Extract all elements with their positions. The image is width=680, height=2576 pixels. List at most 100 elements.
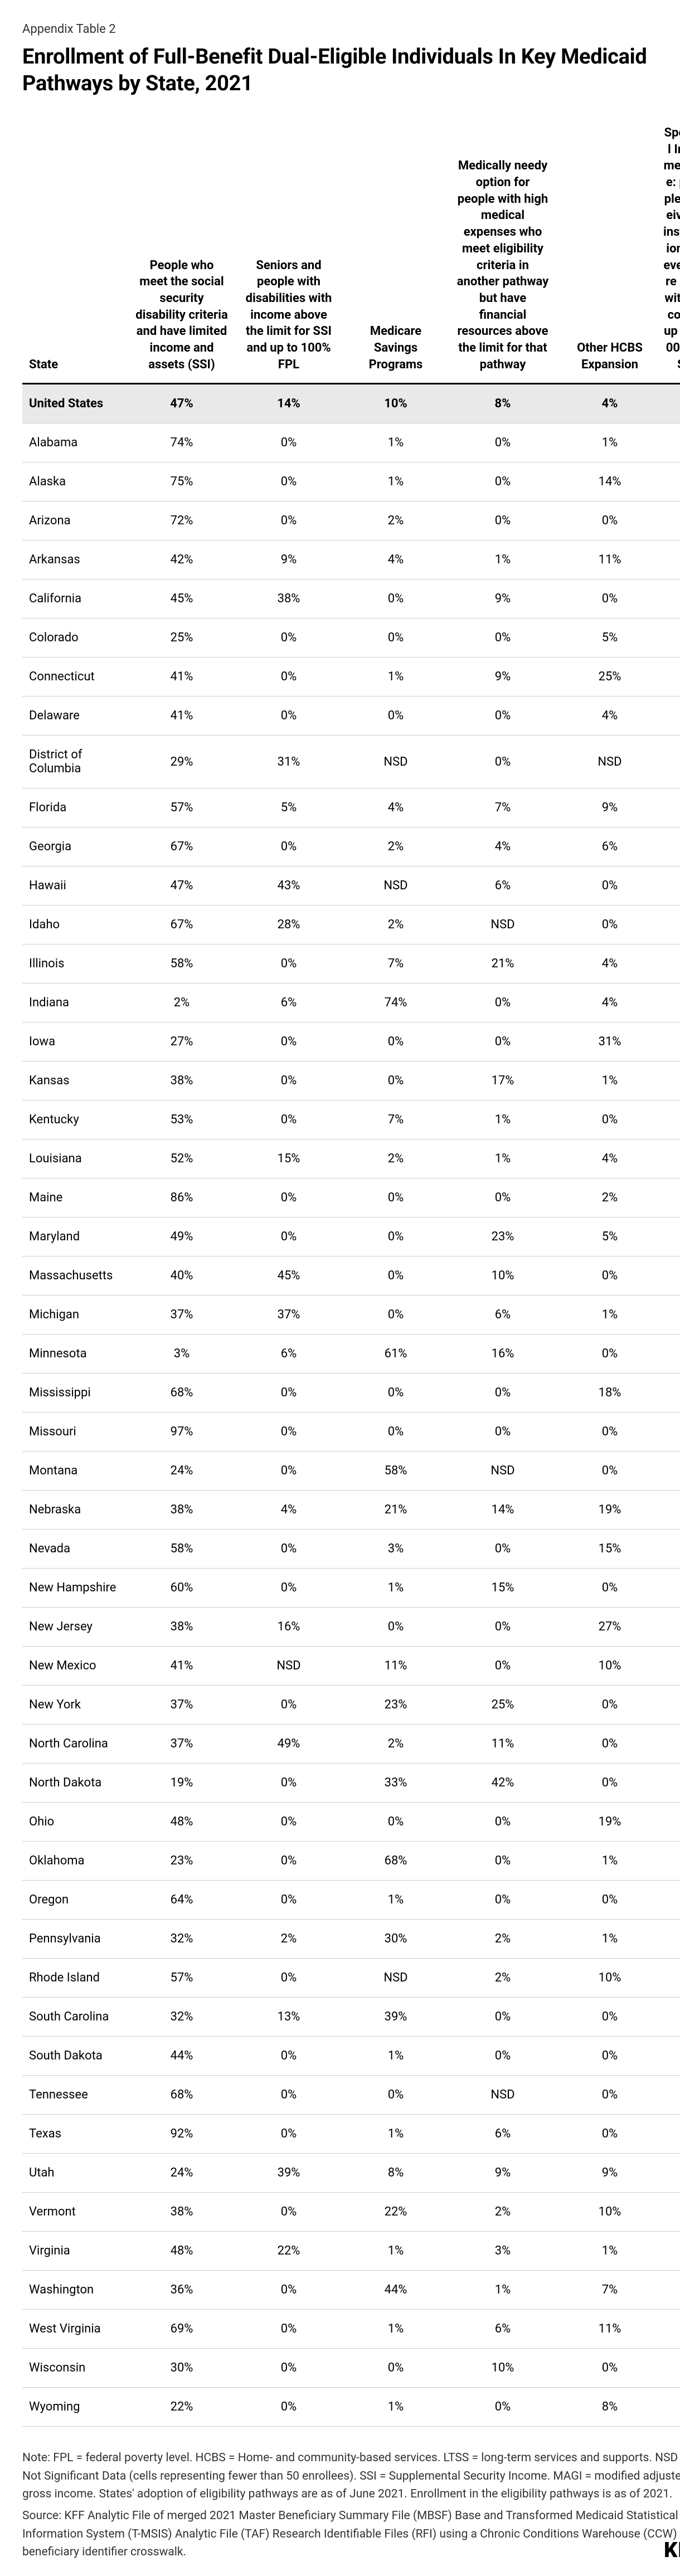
cell: 0% <box>235 423 342 462</box>
cell: 0% <box>235 1686 342 1725</box>
cell: 1% <box>342 2388 449 2427</box>
cell: 0% <box>235 1452 342 1491</box>
cell: 57% <box>128 788 235 827</box>
cell: 48% <box>128 1803 235 1842</box>
cell: 1% <box>556 1920 663 1959</box>
table-row: North Dakota19%0%33%42%0% <box>22 1764 680 1803</box>
cell: 11% <box>342 1647 449 1686</box>
cell: 1% <box>342 462 449 501</box>
cell: 0% <box>556 905 663 944</box>
cell: 1% <box>556 1842 663 1881</box>
cell: Alabama <box>22 423 128 462</box>
cell: 0% <box>449 501 556 540</box>
cell: 58% <box>128 1530 235 1569</box>
cell: 3% <box>342 1530 449 1569</box>
cell <box>663 1998 680 2037</box>
cell: Arkansas <box>22 540 128 580</box>
cell <box>663 1686 680 1725</box>
cell: 0% <box>449 1608 556 1647</box>
table-row: Idaho67%28%2%NSD0% <box>22 905 680 944</box>
table-row: Missouri97%0%0%0%0% <box>22 1413 680 1452</box>
cell: 6% <box>449 866 556 905</box>
cell: 0% <box>556 1686 663 1725</box>
table-row: Washington36%0%44%1%7% <box>22 2271 680 2310</box>
cell: District of Columbia <box>22 736 128 788</box>
cell: 0% <box>449 983 556 1022</box>
cell: 0% <box>449 1842 556 1881</box>
cell <box>663 1452 680 1491</box>
kff-logo: KFF <box>664 2538 680 2563</box>
cell: 75% <box>128 462 235 501</box>
cell: 86% <box>128 1179 235 1218</box>
cell: 25% <box>556 658 663 697</box>
cell: 0% <box>556 2115 663 2154</box>
cell <box>663 1296 680 1335</box>
cell: 21% <box>342 1491 449 1530</box>
table-row: California45%38%0%9%0% <box>22 580 680 619</box>
table-row: Vermont38%0%22%2%10% <box>22 2193 680 2232</box>
cell: 0% <box>556 1725 663 1764</box>
table-row: Illinois58%0%7%21%4% <box>22 944 680 983</box>
cell: 10% <box>342 384 449 423</box>
cell: NSD <box>235 1647 342 1686</box>
cell <box>663 1374 680 1413</box>
cell: 0% <box>342 1413 449 1452</box>
cell: 0% <box>235 1100 342 1140</box>
cell: Wisconsin <box>22 2349 128 2388</box>
cell: United States <box>22 384 128 423</box>
cell: 19% <box>128 1764 235 1803</box>
cell <box>663 944 680 983</box>
table-body: United States47%14%10%8%4%Alabama74%0%1%… <box>22 384 680 2427</box>
cell: 1% <box>342 658 449 697</box>
source-text: Source: KFF Analytic File of merged 2021… <box>22 2507 680 2562</box>
cell: 10% <box>449 1257 556 1296</box>
cell: 0% <box>235 944 342 983</box>
cell: 2% <box>449 2193 556 2232</box>
cell <box>663 1413 680 1452</box>
cell <box>663 2037 680 2076</box>
cell: 7% <box>556 2271 663 2310</box>
table-row: New Hampshire60%0%1%15%0% <box>22 1569 680 1608</box>
table-row: Arizona72%0%2%0%0% <box>22 501 680 540</box>
cell: 31% <box>556 1022 663 1061</box>
cell <box>663 788 680 827</box>
cell: 1% <box>449 1140 556 1179</box>
cell: 32% <box>128 1920 235 1959</box>
cell <box>663 905 680 944</box>
cell: 92% <box>128 2115 235 2154</box>
cell: 33% <box>342 1764 449 1803</box>
cell: 22% <box>342 2193 449 2232</box>
cell: Massachusetts <box>22 1257 128 1296</box>
cell: 4% <box>556 983 663 1022</box>
cell: 15% <box>235 1140 342 1179</box>
cell: 9% <box>449 580 556 619</box>
cell: NSD <box>449 1452 556 1491</box>
cell: Florida <box>22 788 128 827</box>
cell: 14% <box>235 384 342 423</box>
cell: 38% <box>128 1491 235 1530</box>
table-row: Arkansas42%9%4%1%11% <box>22 540 680 580</box>
cell: 13% <box>235 1998 342 2037</box>
cell: South Carolina <box>22 1998 128 2037</box>
cell: 24% <box>128 1452 235 1491</box>
cell: 39% <box>342 1998 449 2037</box>
cell: Indiana <box>22 983 128 1022</box>
cell: 16% <box>235 1608 342 1647</box>
cell: 4% <box>556 944 663 983</box>
cell: Vermont <box>22 2193 128 2232</box>
cell: Nebraska <box>22 1491 128 1530</box>
cell: 0% <box>449 2388 556 2427</box>
cell: Alaska <box>22 462 128 501</box>
cell: 38% <box>128 2193 235 2232</box>
cell <box>663 1647 680 1686</box>
cell: 0% <box>449 1803 556 1842</box>
cell: 58% <box>342 1452 449 1491</box>
cell <box>663 2193 680 2232</box>
cell: 0% <box>235 1022 342 1061</box>
cell: 0% <box>235 2349 342 2388</box>
table-row: Mississippi68%0%0%0%18% <box>22 1374 680 1413</box>
cell: 69% <box>128 2310 235 2349</box>
cell <box>663 1920 680 1959</box>
table-row: West Virginia69%0%1%6%11% <box>22 2310 680 2349</box>
table-row: Pennsylvania32%2%30%2%1% <box>22 1920 680 1959</box>
